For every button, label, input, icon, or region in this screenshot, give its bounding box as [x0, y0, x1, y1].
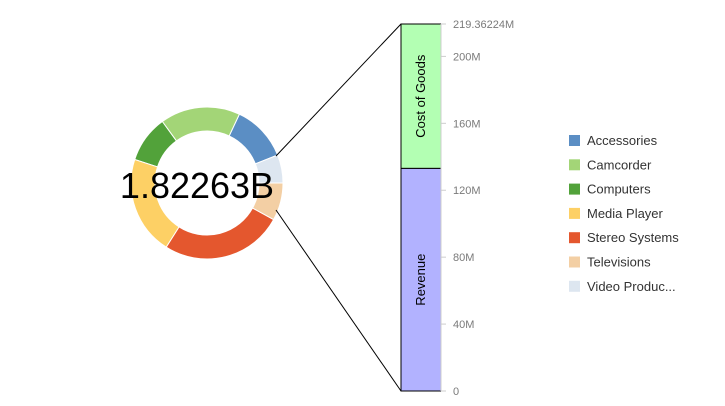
- y-tick-label: 0: [453, 386, 459, 398]
- legend-label[interactable]: Camcorder: [587, 157, 652, 172]
- legend-label[interactable]: Stereo Systems: [587, 230, 679, 245]
- y-tick-label: 219.36224M: [453, 19, 514, 31]
- stacked-bar-chart: Revenue Cost of Goods: [400, 23, 442, 392]
- legend-label[interactable]: Video Produc...: [587, 279, 676, 294]
- legend-swatch[interactable]: [569, 256, 580, 268]
- legend-label[interactable]: Computers: [587, 182, 651, 197]
- bar-segment-label: Cost of Goods: [413, 54, 428, 138]
- legend-swatch[interactable]: [569, 280, 580, 292]
- connector-line-bottom: [275, 209, 402, 392]
- donut-slice-stereo-systems[interactable]: [165, 207, 275, 260]
- legend-label[interactable]: Accessories: [587, 133, 658, 148]
- y-tick-label: 80M: [453, 252, 474, 264]
- legend: Accessories Camcorder Computers Media Playe…: [569, 133, 679, 294]
- y-tick-label: 120M: [453, 185, 481, 197]
- legend-label[interactable]: Televisions: [587, 255, 651, 270]
- donut-slice-camcorder[interactable]: [161, 106, 241, 142]
- donut-chart: [130, 106, 284, 260]
- legend-swatch[interactable]: [569, 207, 580, 219]
- bar-segment-label: Revenue: [413, 254, 428, 306]
- legend-swatch[interactable]: [569, 135, 580, 146]
- y-tick-label: 40M: [453, 319, 474, 331]
- y-axis: 0 40M 80M 120M 160M 200M 219.36224M: [440, 19, 514, 398]
- drilldown-connectors: [275, 23, 402, 392]
- connector-line-top: [275, 23, 402, 157]
- y-tick-label: 200M: [453, 51, 481, 63]
- y-tick-label: 160M: [453, 118, 481, 130]
- legend-swatch[interactable]: [569, 159, 580, 171]
- legend-swatch[interactable]: [569, 232, 580, 244]
- bar-segment-cost-of-goods[interactable]: [400, 23, 442, 169]
- donut-slice-video-produc[interactable]: [254, 154, 284, 184]
- donut-center-label: 1.82263B: [120, 165, 274, 206]
- donut-slice-accessories[interactable]: [228, 113, 279, 165]
- legend-label[interactable]: Media Player: [587, 206, 664, 221]
- legend-swatch[interactable]: [569, 183, 580, 195]
